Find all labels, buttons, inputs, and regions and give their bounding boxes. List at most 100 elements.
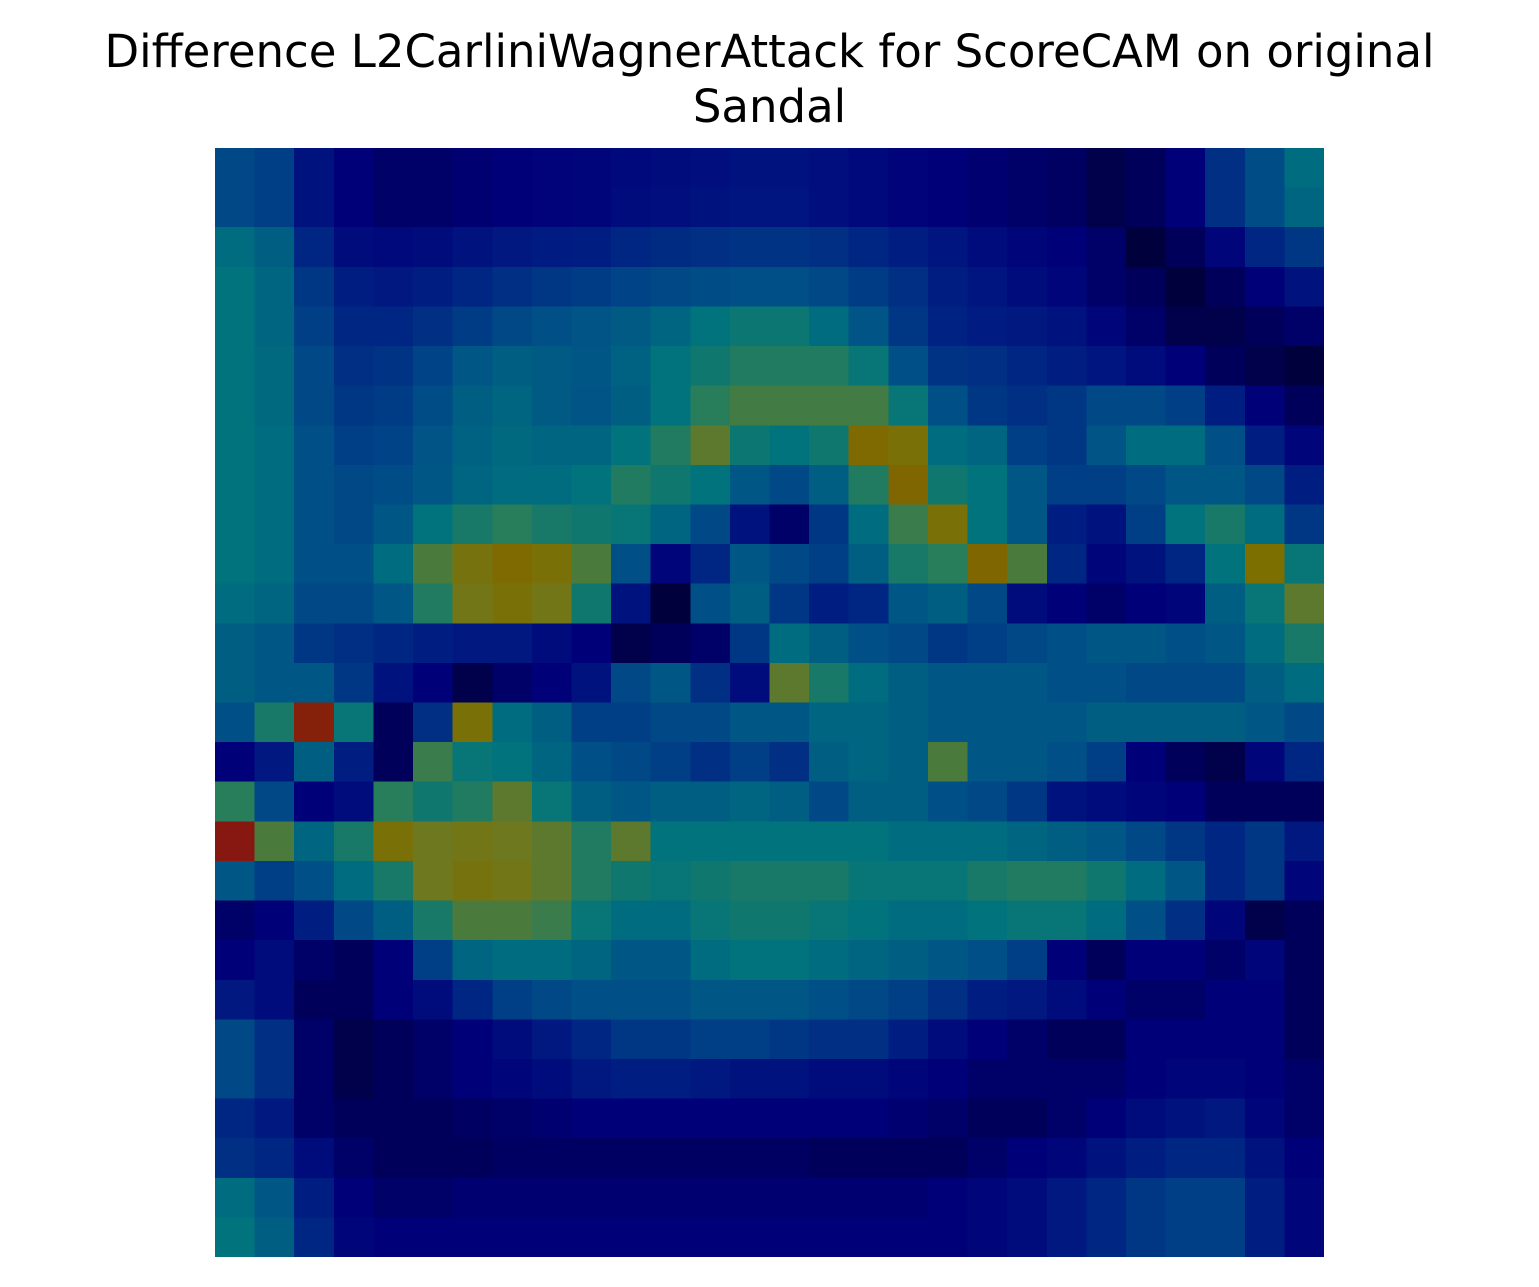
heatmap-cell (492, 346, 533, 387)
heatmap-cell (531, 385, 573, 426)
heatmap-cell (611, 346, 652, 387)
heatmap-cell (294, 742, 335, 783)
heatmap-cell (571, 385, 612, 426)
heatmap-cell (571, 504, 612, 545)
heatmap-cell (333, 266, 375, 308)
heatmap-cell (1046, 385, 1087, 426)
heatmap-cell (571, 148, 612, 189)
heatmap-cell (1205, 979, 1246, 1020)
heatmap-cell (1007, 623, 1048, 664)
heatmap-cell (373, 940, 414, 981)
heatmap-cell (571, 1217, 612, 1257)
heatmap-cell (254, 227, 295, 268)
heatmap-cell (1046, 504, 1087, 545)
heatmap-cell (1086, 1098, 1127, 1139)
heatmap-cell (809, 227, 850, 268)
heatmap-cell (373, 544, 414, 585)
heatmap-cell (729, 504, 771, 545)
heatmap-cell (215, 464, 256, 506)
heatmap-cell (1046, 1098, 1087, 1139)
heatmap-cell (1125, 702, 1167, 743)
heatmap-cell (571, 306, 612, 347)
heatmap-cell (650, 821, 691, 862)
heatmap-cell (769, 504, 810, 545)
heatmap-cell (1205, 900, 1246, 941)
heatmap-cell (888, 1177, 929, 1218)
heatmap-cell (373, 900, 414, 941)
heatmap-cell (1125, 187, 1167, 228)
heatmap-cell (294, 544, 335, 585)
heatmap-cell (690, 306, 731, 347)
heatmap-cell (690, 702, 731, 743)
heatmap-cell (888, 464, 929, 506)
heatmap-cell (294, 346, 335, 387)
heatmap-cell (769, 1217, 810, 1257)
heatmap-cell (452, 1138, 493, 1179)
heatmap-cell (650, 1019, 691, 1060)
heatmap-cell (254, 583, 295, 624)
heatmap-cell (333, 1217, 375, 1257)
heatmap-cell (215, 662, 256, 704)
heatmap-cell (848, 425, 889, 466)
heatmap-cell (967, 940, 1008, 981)
heatmap-cell (1125, 900, 1167, 941)
heatmap-cell (531, 1177, 573, 1218)
heatmap-cell (1165, 385, 1206, 426)
heatmap-cell (413, 979, 454, 1020)
chart-title-line-1: Difference L2CarliniWagnerAttack for Sco… (104, 25, 1435, 78)
heatmap-cell (1007, 1217, 1048, 1257)
heatmap-cell (611, 623, 652, 664)
heatmap-cell (215, 346, 256, 387)
heatmap-cell (1125, 662, 1167, 704)
heatmap-cell (413, 662, 454, 704)
heatmap-cell (294, 504, 335, 545)
heatmap-cell (333, 464, 375, 506)
heatmap-cell (769, 781, 810, 822)
heatmap-cell (531, 702, 573, 743)
heatmap-cell (1244, 821, 1285, 862)
heatmap-cell (1165, 1098, 1206, 1139)
heatmap-cell (373, 662, 414, 704)
heatmap-cell (452, 940, 493, 981)
heatmap-cell (1086, 742, 1127, 783)
heatmap-cell (1046, 266, 1087, 308)
heatmap-cell (690, 1019, 731, 1060)
heatmap-cell (1205, 1217, 1246, 1257)
heatmap-cell (967, 187, 1008, 228)
heatmap-cell (571, 1098, 612, 1139)
heatmap-cell (254, 187, 295, 228)
heatmap-cell (1205, 425, 1246, 466)
heatmap-cell (1205, 623, 1246, 664)
heatmap-cell (413, 623, 454, 664)
heatmap-cell (1125, 1019, 1167, 1060)
heatmap-cell (967, 1098, 1008, 1139)
heatmap-cell (215, 781, 256, 822)
heatmap-cell (294, 702, 335, 743)
heatmap-cell (848, 385, 889, 426)
heatmap-cell (1205, 346, 1246, 387)
heatmap-cell (215, 623, 256, 664)
heatmap-cell (492, 385, 533, 426)
heatmap-cell (1244, 544, 1285, 585)
heatmap-cell (769, 544, 810, 585)
heatmap-cell (1284, 346, 1324, 387)
heatmap-cell (1205, 1177, 1246, 1218)
heatmap-cell (1007, 148, 1048, 189)
heatmap-cell (1205, 1058, 1246, 1100)
heatmap-cell (729, 1098, 771, 1139)
heatmap-cell (531, 464, 573, 506)
heatmap-cell (690, 148, 731, 189)
heatmap-cell (492, 1217, 533, 1257)
heatmap-cell (848, 1177, 889, 1218)
heatmap-cell (413, 781, 454, 822)
heatmap-cell (1165, 662, 1206, 704)
heatmap-cell (848, 544, 889, 585)
heatmap-cell (729, 544, 771, 585)
heatmap-cell (1205, 464, 1246, 506)
heatmap-cell (1284, 266, 1324, 308)
heatmap-cell (967, 504, 1008, 545)
heatmap-cell (1046, 702, 1087, 743)
heatmap-cell (888, 544, 929, 585)
heatmap-cell (531, 662, 573, 704)
heatmap-cell (294, 1217, 335, 1257)
